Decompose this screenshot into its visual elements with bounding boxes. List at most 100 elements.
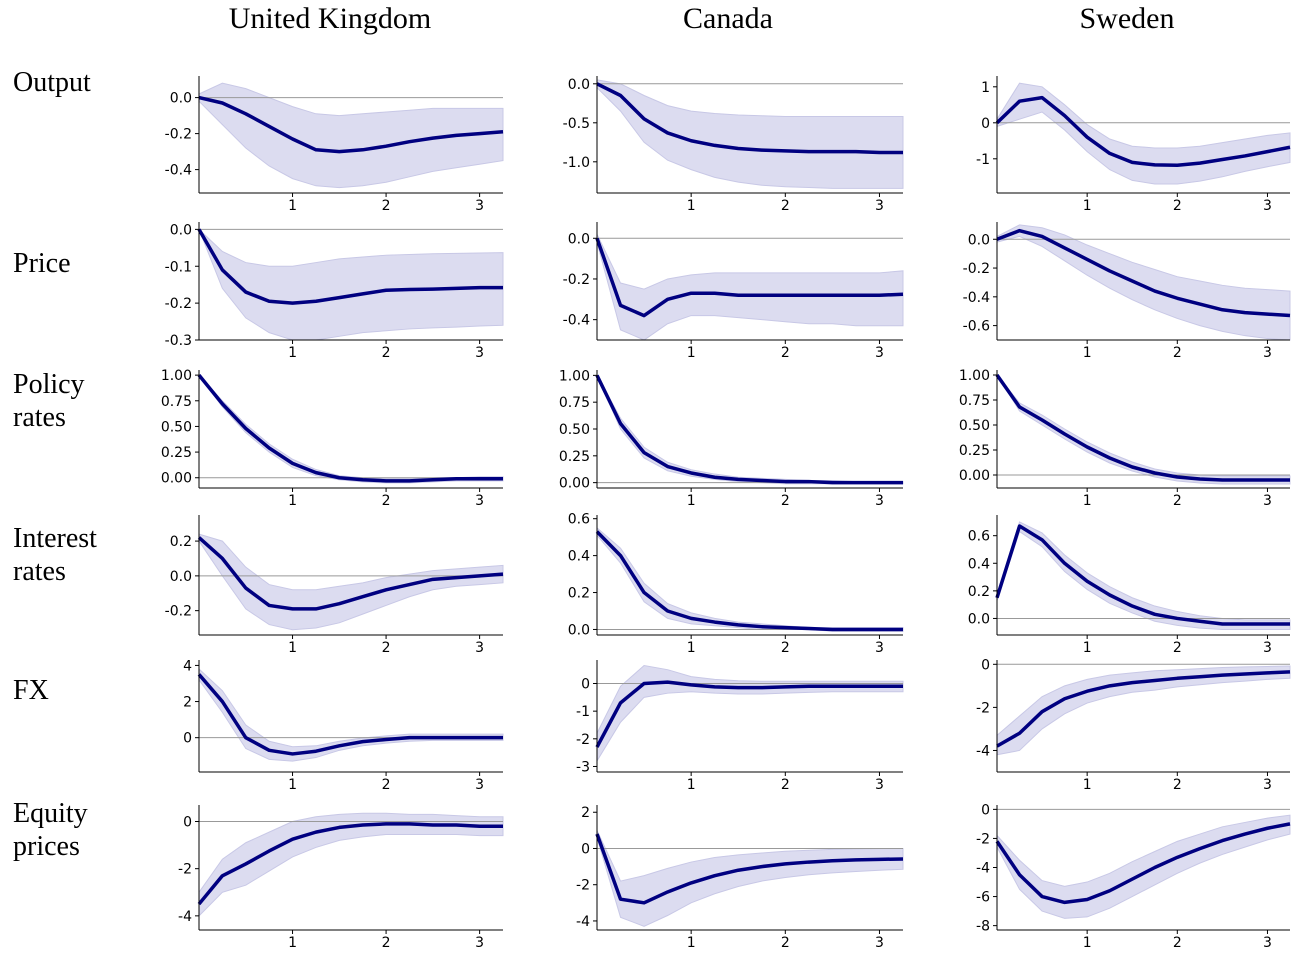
x-tick-label: 2 bbox=[382, 198, 391, 214]
x-tick-label: 1 bbox=[687, 777, 696, 793]
x-tick-label: 3 bbox=[875, 198, 884, 214]
x-tick-label: 3 bbox=[475, 345, 484, 361]
x-tick-label: 2 bbox=[382, 640, 391, 656]
x-tick-label: 2 bbox=[1173, 198, 1182, 214]
y-tick-label: 0.50 bbox=[559, 422, 590, 438]
line bbox=[197, 374, 503, 483]
y-tick-label: 0.6 bbox=[968, 529, 990, 545]
x-tick-label: 3 bbox=[1263, 198, 1272, 214]
x-tick-label: 3 bbox=[875, 935, 884, 951]
y-tick-label: 0.50 bbox=[161, 419, 192, 435]
y-tick-label: 0.0 bbox=[968, 232, 990, 248]
y-tick-label: 0.25 bbox=[959, 443, 990, 459]
y-tick-label: 0.0 bbox=[968, 611, 990, 627]
y-tick-label: 0 bbox=[581, 677, 590, 693]
y-tick-label: -3 bbox=[576, 759, 590, 775]
y-tick-label: 2 bbox=[581, 805, 590, 821]
confidence-band bbox=[198, 533, 504, 631]
x-tick-label: 2 bbox=[781, 493, 790, 509]
line bbox=[996, 228, 1291, 318]
x-tick-label: 1 bbox=[1083, 935, 1092, 951]
y-tick-label: 0.2 bbox=[968, 584, 990, 600]
line bbox=[197, 536, 504, 611]
y-tick-label: -0.2 bbox=[963, 261, 990, 277]
y-tick-label: -1.0 bbox=[563, 155, 590, 171]
y-tick-label: -4 bbox=[976, 861, 990, 877]
y-tick-label: 0 bbox=[581, 841, 590, 857]
y-tick-label: -4 bbox=[576, 914, 590, 930]
y-tick-label: 0 bbox=[183, 815, 192, 831]
y-tick-label: 0.0 bbox=[568, 77, 590, 93]
y-tick-label: -0.2 bbox=[165, 296, 192, 312]
y-tick-label: 2 bbox=[183, 695, 192, 711]
x-tick-label: 3 bbox=[1263, 345, 1272, 361]
x-tick-label: 3 bbox=[1263, 777, 1272, 793]
confidence-band bbox=[198, 667, 504, 762]
y-tick-label: -0.2 bbox=[165, 127, 192, 143]
x-tick-label: 2 bbox=[1173, 345, 1182, 361]
row-label: Equity prices bbox=[13, 798, 88, 862]
x-tick-label: 2 bbox=[1173, 777, 1182, 793]
y-tick-label: 0.50 bbox=[959, 418, 990, 434]
line bbox=[596, 82, 903, 155]
y-tick-label: -0.3 bbox=[165, 333, 192, 349]
row-label: FX bbox=[13, 675, 49, 706]
y-tick-label: 1 bbox=[981, 80, 990, 96]
y-tick-label: 0.25 bbox=[161, 445, 192, 461]
x-tick-label: 3 bbox=[475, 935, 484, 951]
row-label: Interest rates bbox=[13, 523, 97, 587]
y-tick-label: 0 bbox=[183, 731, 192, 747]
y-tick-label: -6 bbox=[976, 890, 990, 906]
y-tick-label: -0.5 bbox=[563, 116, 590, 132]
y-tick-label: 0.00 bbox=[959, 468, 990, 484]
x-tick-label: 1 bbox=[288, 493, 297, 509]
x-tick-label: 2 bbox=[1173, 640, 1182, 656]
row-label: Output bbox=[13, 67, 91, 98]
column-title: United Kingdom bbox=[228, 2, 432, 35]
y-tick-label: 0.2 bbox=[568, 586, 590, 602]
confidence-band bbox=[596, 830, 904, 927]
x-tick-label: 3 bbox=[875, 493, 884, 509]
y-tick-label: -1 bbox=[576, 704, 590, 720]
line bbox=[197, 822, 503, 906]
confidence-band bbox=[996, 814, 1291, 919]
y-tick-label: 0.25 bbox=[559, 449, 590, 465]
x-tick-label: 1 bbox=[1083, 777, 1092, 793]
x-tick-label: 3 bbox=[875, 777, 884, 793]
y-tick-label: -0.4 bbox=[165, 163, 192, 179]
x-tick-label: 1 bbox=[687, 198, 696, 214]
line bbox=[197, 228, 503, 305]
y-tick-label: 0.4 bbox=[968, 556, 990, 572]
x-tick-label: 1 bbox=[687, 640, 696, 656]
y-tick-label: 0 bbox=[981, 657, 990, 673]
y-tick-label: -8 bbox=[976, 919, 990, 935]
y-tick-label: -0.6 bbox=[963, 319, 990, 335]
x-tick-label: 1 bbox=[1083, 198, 1092, 214]
x-tick-label: 1 bbox=[288, 935, 297, 951]
line bbox=[995, 524, 1290, 626]
y-tick-label: 0.2 bbox=[170, 534, 192, 550]
line bbox=[995, 822, 1291, 905]
y-tick-label: -0.2 bbox=[165, 604, 192, 620]
y-tick-label: 1.00 bbox=[559, 368, 590, 384]
confidence-band bbox=[596, 526, 904, 632]
confidence-band bbox=[996, 521, 1291, 630]
y-tick-label: 0.4 bbox=[568, 549, 590, 565]
x-tick-label: 2 bbox=[1173, 935, 1182, 951]
x-tick-label: 2 bbox=[382, 345, 391, 361]
x-tick-label: 3 bbox=[475, 198, 484, 214]
confidence-band bbox=[996, 665, 1291, 756]
row-label: Price bbox=[13, 248, 71, 279]
y-tick-label: -2 bbox=[976, 831, 990, 847]
x-tick-label: 2 bbox=[382, 777, 391, 793]
y-tick-label: -0.4 bbox=[963, 290, 990, 306]
line bbox=[595, 680, 903, 748]
x-tick-label: 1 bbox=[1083, 493, 1092, 509]
y-tick-label: -4 bbox=[976, 743, 990, 759]
x-tick-label: 3 bbox=[475, 640, 484, 656]
y-tick-label: 0.0 bbox=[170, 222, 192, 238]
confidence-band bbox=[996, 374, 1291, 485]
x-tick-label: 1 bbox=[288, 640, 297, 656]
